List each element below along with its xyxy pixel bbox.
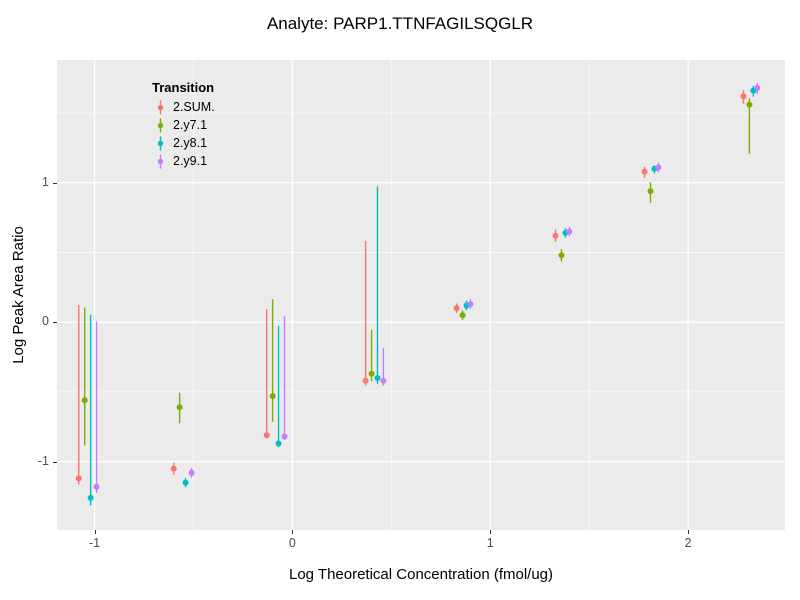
data-point — [176, 404, 183, 411]
data-point — [467, 301, 474, 308]
legend-item: 2.SUM. — [152, 98, 215, 116]
y-tick-label: 0 — [42, 314, 49, 329]
data-point — [459, 312, 466, 319]
data-point — [740, 93, 747, 100]
plot-panel: Transition 2.SUM. 2.y7.1 2.y8.1 2.y9.1 — [57, 60, 785, 530]
x-tick-label: -1 — [89, 536, 101, 550]
x-tick-mark — [490, 530, 492, 534]
data-point — [269, 393, 276, 400]
data-point — [552, 232, 559, 239]
data-point — [641, 168, 648, 175]
x-axis-title: Log Theoretical Concentration (fmol/ug) — [288, 566, 554, 583]
data-point — [182, 479, 189, 486]
data-point — [380, 377, 387, 384]
x-tick-label: 0 — [288, 536, 296, 550]
x-tick-mark — [94, 530, 96, 534]
legend-key-icon — [157, 153, 164, 169]
legend-item-label: 2.SUM. — [173, 100, 215, 114]
data-point — [281, 433, 288, 440]
x-tick-label: 2 — [684, 536, 692, 550]
x-tick-mark — [688, 530, 690, 534]
legend-item: 2.y7.1 — [152, 116, 215, 134]
x-tick-label: 1 — [486, 536, 494, 550]
y-tick-label: -1 — [37, 453, 49, 468]
legend-key-icon — [157, 99, 164, 115]
data-point — [647, 188, 654, 195]
x-tick-mark — [292, 530, 294, 534]
data-point — [263, 432, 270, 439]
legend: Transition 2.SUM. 2.y7.1 2.y8.1 2.y9.1 — [152, 80, 215, 170]
data-point — [81, 397, 88, 404]
data-point — [566, 228, 573, 235]
data-point — [87, 494, 94, 501]
data-point — [170, 465, 177, 472]
y-tick-mark — [53, 461, 57, 463]
data-point — [374, 374, 381, 381]
data-point — [558, 252, 565, 259]
legend-items: 2.SUM. 2.y7.1 2.y8.1 2.y9.1 — [152, 98, 215, 170]
chart-title: Analyte: PARP1.TTNFAGILSQGLR — [266, 14, 534, 33]
data-point — [655, 164, 662, 171]
y-tick-label: 1 — [42, 174, 49, 189]
data-point — [75, 475, 82, 482]
data-point — [275, 440, 282, 447]
legend-item: 2.y8.1 — [152, 134, 215, 152]
data-point — [754, 84, 761, 91]
legend-item-label: 2.y7.1 — [173, 118, 208, 132]
legend-item: 2.y9.1 — [152, 152, 215, 170]
data-point — [362, 377, 369, 384]
legend-key-icon — [157, 135, 164, 151]
data-point — [746, 101, 753, 108]
plot-area — [57, 60, 785, 530]
data-point — [368, 370, 375, 377]
data-point — [453, 305, 460, 312]
data-point — [188, 469, 195, 476]
legend-item-label: 2.y8.1 — [173, 136, 208, 150]
y-tick-mark — [53, 182, 57, 184]
legend-title: Transition — [152, 80, 215, 95]
legend-item-label: 2.y9.1 — [173, 154, 208, 168]
legend-key-icon — [157, 117, 164, 133]
y-axis-title: Log Peak Area Ratio — [10, 226, 27, 364]
data-point — [93, 483, 100, 490]
y-tick-mark — [53, 322, 57, 324]
